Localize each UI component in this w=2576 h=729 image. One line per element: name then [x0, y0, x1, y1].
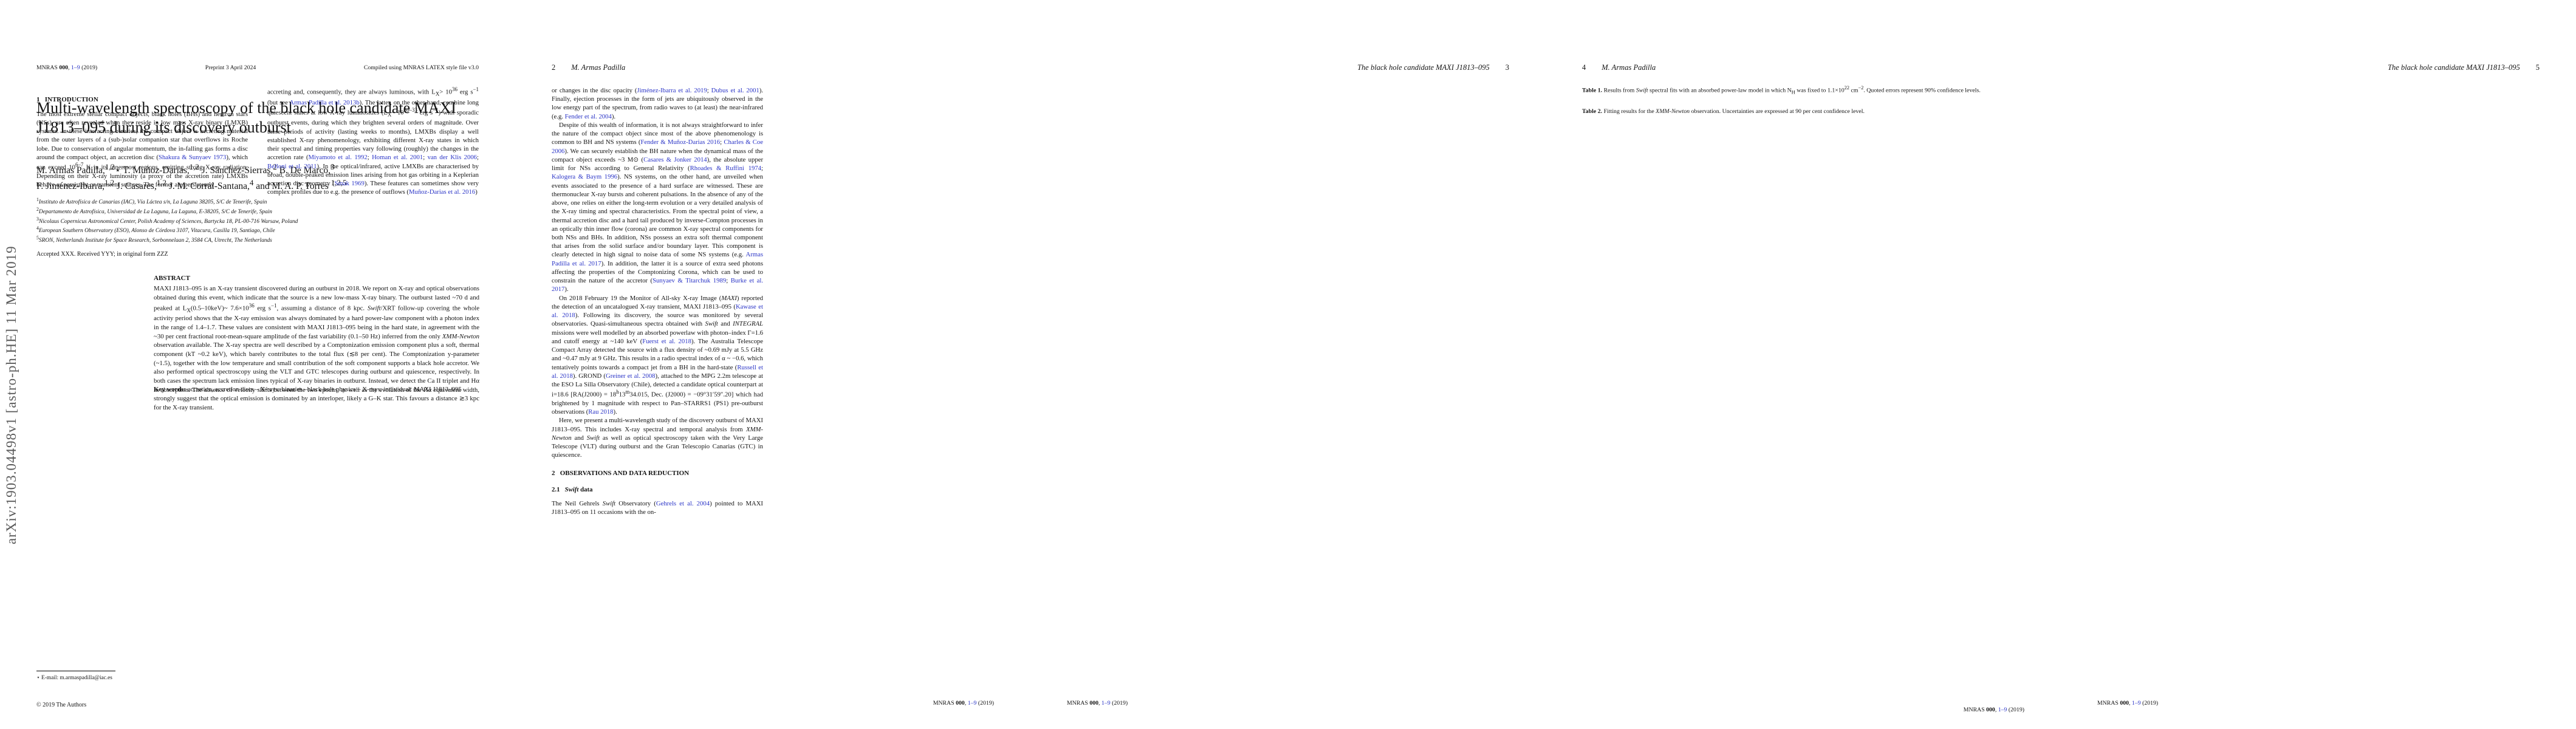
citation-link[interactable]: Shakura & Sunyaev 1973: [158, 153, 227, 161]
section-heading: 1 INTRODUCTION: [36, 96, 98, 103]
author-line-1: M. Armas Padilla,1,2⋆ T. Muñoz-Darias,1,…: [36, 162, 335, 176]
citation-link[interactable]: Greiner et al. 2008: [605, 372, 656, 380]
affiliation-line: 5SRON, Netherlands Institute for Space R…: [36, 235, 272, 244]
citation-link[interactable]: Gehrels et al. 2004: [656, 499, 710, 507]
page-footer: MNRAS 000, 1–9 (2019): [1963, 707, 2024, 713]
author-list: M. Armas Padilla,1,2⋆ T. Muñoz-Darias,1,…: [36, 162, 486, 193]
running-head: 4 M. Armas Padilla: [1582, 63, 1656, 72]
citation-link[interactable]: Homan et al. 2001: [372, 154, 423, 162]
citation-link[interactable]: Kalogera & Baym 1996: [552, 173, 618, 181]
page-range-link[interactable]: 1–9: [70, 64, 80, 71]
arxiv-stamp: arXiv:1903.04498v1 [astro-ph.HE] 11 Mar …: [4, 245, 19, 544]
table1-caption: Table 1. Results from Swift spectral fit…: [1582, 85, 1981, 95]
citation-link[interactable]: Burke et al. 2017: [552, 277, 763, 293]
paragraph: or changes in the disc opacity (Jiménez-…: [552, 87, 763, 120]
abstract-text: MAXI J1813–095 is an X-ray transient dis…: [154, 285, 480, 412]
affiliation-line: 1Instituto de Astrofísica de Canarias (I…: [36, 197, 267, 206]
page-2: 2 M. Armas Padilla or changes in the disc…: [515, 0, 1030, 729]
table2-caption: Table 2. Fitting results for the XMM-New…: [1582, 108, 1865, 115]
running-head: The black hole candidate MAXI J1813–095 5: [2388, 63, 2540, 72]
paragraph: The Neil Gehrels Swift Observatory (Gehr…: [552, 499, 763, 516]
citation-link[interactable]: Fender et al. 2004: [564, 112, 612, 120]
paragraph: The most extreme stellar compact objects…: [36, 110, 248, 189]
page4-content: Table 1. Results from Swift spectral fit…: [1582, 85, 2024, 129]
citation-link[interactable]: Rhoades & Ruffini 1974: [690, 165, 762, 173]
citation-link[interactable]: Casares & Jonker 2014: [643, 156, 707, 163]
citation-link[interactable]: Armas Padilla et al. 2017: [552, 251, 763, 267]
citation-link[interactable]: Smak 1969: [334, 180, 365, 187]
citation-link[interactable]: Armas Padilla et al. 2013b: [289, 98, 360, 106]
page2-left-column: or changes in the disc opacity (Jiménez-…: [552, 86, 763, 516]
page1-right-column: accreting and, consequently, they are al…: [267, 86, 479, 196]
affiliation-line: 3Nicolaus Copernicus Astronomical Center…: [36, 216, 298, 225]
page-footer: MNRAS 000, 1–9 (2019): [933, 700, 994, 707]
citation-link[interactable]: Dubus et al. 2001: [711, 87, 759, 94]
author-line-2: F. Jiménez-Ibarra,1,2 J. Casares,1,2 J. …: [36, 177, 347, 191]
page-range-link[interactable]: 1–9: [1998, 707, 2007, 713]
affiliation-line: 2Departamento de Astrofísica, Universida…: [36, 206, 272, 215]
page1-left-column: 1 INTRODUCTION The most extreme stellar c…: [36, 86, 248, 189]
section-heading: 2.1 Swift data: [552, 486, 593, 494]
page-range-link[interactable]: 1–9: [1101, 700, 1111, 707]
page-3: The black hole candidate MAXI J1813–095 3…: [1030, 0, 1546, 729]
page-footer: MNRAS 000, 1–9 (2019): [2097, 700, 2159, 707]
copyright-line: © 2019 The Authors: [36, 702, 87, 708]
citation-link[interactable]: Belloni et al. 2011: [267, 162, 317, 170]
citation-link[interactable]: Charles & Coe 2006: [552, 139, 763, 155]
paragraph: On 2018 February 19 the Monitor of All-s…: [552, 294, 764, 416]
affiliation-line: 4European Southern Observatory (ESO), Al…: [36, 225, 275, 234]
page-1: arXiv:1903.04498v1 [astro-ph.HE] 11 Mar …: [0, 0, 515, 729]
accepted-line: Accepted XXX. Received YYY; in original …: [36, 251, 168, 258]
journal-line: MNRAS 000, 1–9 (2019): [36, 64, 98, 71]
citation-link[interactable]: Russell et al. 2018: [552, 363, 763, 380]
page-4: 4 M. Armas Padilla Table 1. Results from …: [1546, 0, 2061, 729]
paper-title: Multi-wavelength spectroscopy of the bla…: [36, 99, 456, 136]
citation-link[interactable]: Jiménez-Ibarra et al. 2019: [637, 87, 707, 94]
paragraph: accreting and, consequently, they are al…: [267, 86, 479, 196]
paragraph: Here, we present a multi-wavelength stud…: [552, 417, 763, 459]
abstract-label: ABSTRACT: [154, 275, 190, 282]
citation-link[interactable]: van der Klis 2006: [427, 154, 478, 162]
email-footnote: ⋆ E-mail: m.armaspadilla@iac.es: [36, 663, 248, 681]
paragraph: Despite of this wealth of information, i…: [552, 121, 764, 293]
page-5: The black hole candidate MAXI J1813–095 5…: [2061, 0, 2576, 729]
citation-link[interactable]: Rau 2018: [588, 408, 614, 416]
citation-link[interactable]: Kawase et al. 2018: [552, 303, 763, 320]
citation-link[interactable]: Muñoz-Darias et al. 2016: [408, 188, 476, 196]
citation-link[interactable]: Sunyaev & Titarchuk 1989: [653, 277, 727, 285]
page-range-link[interactable]: 1–9: [967, 700, 977, 707]
section-heading: 2 OBSERVATIONS AND DATA REDUCTION: [552, 469, 690, 477]
compiled-note: Compiled using MNRAS LATEX style file v3…: [363, 64, 479, 71]
page-footer: MNRAS 000, 1–9 (2019): [1067, 700, 1128, 707]
running-head: 2 M. Armas Padilla: [552, 63, 626, 72]
citation-link[interactable]: Miyamoto et al. 1992: [308, 154, 368, 162]
running-head: The black hole candidate MAXI J1813–095 3: [1357, 63, 1509, 72]
preprint-date: Preprint 3 April 2024: [205, 64, 256, 71]
page1-header: MNRAS 000, 1–9 (2019) Preprint 3 April 2…: [36, 64, 479, 71]
affiliations: 1Instituto de Astrofísica de Canarias (I…: [36, 197, 479, 245]
keywords: Key words: accretion, accretion discs – …: [154, 386, 462, 393]
citation-link[interactable]: Fuerst et al. 2018: [642, 337, 691, 345]
page-range-link[interactable]: 1–9: [2131, 700, 2141, 707]
citation-link[interactable]: Fender & Muñoz-Darias 2016: [640, 139, 721, 146]
